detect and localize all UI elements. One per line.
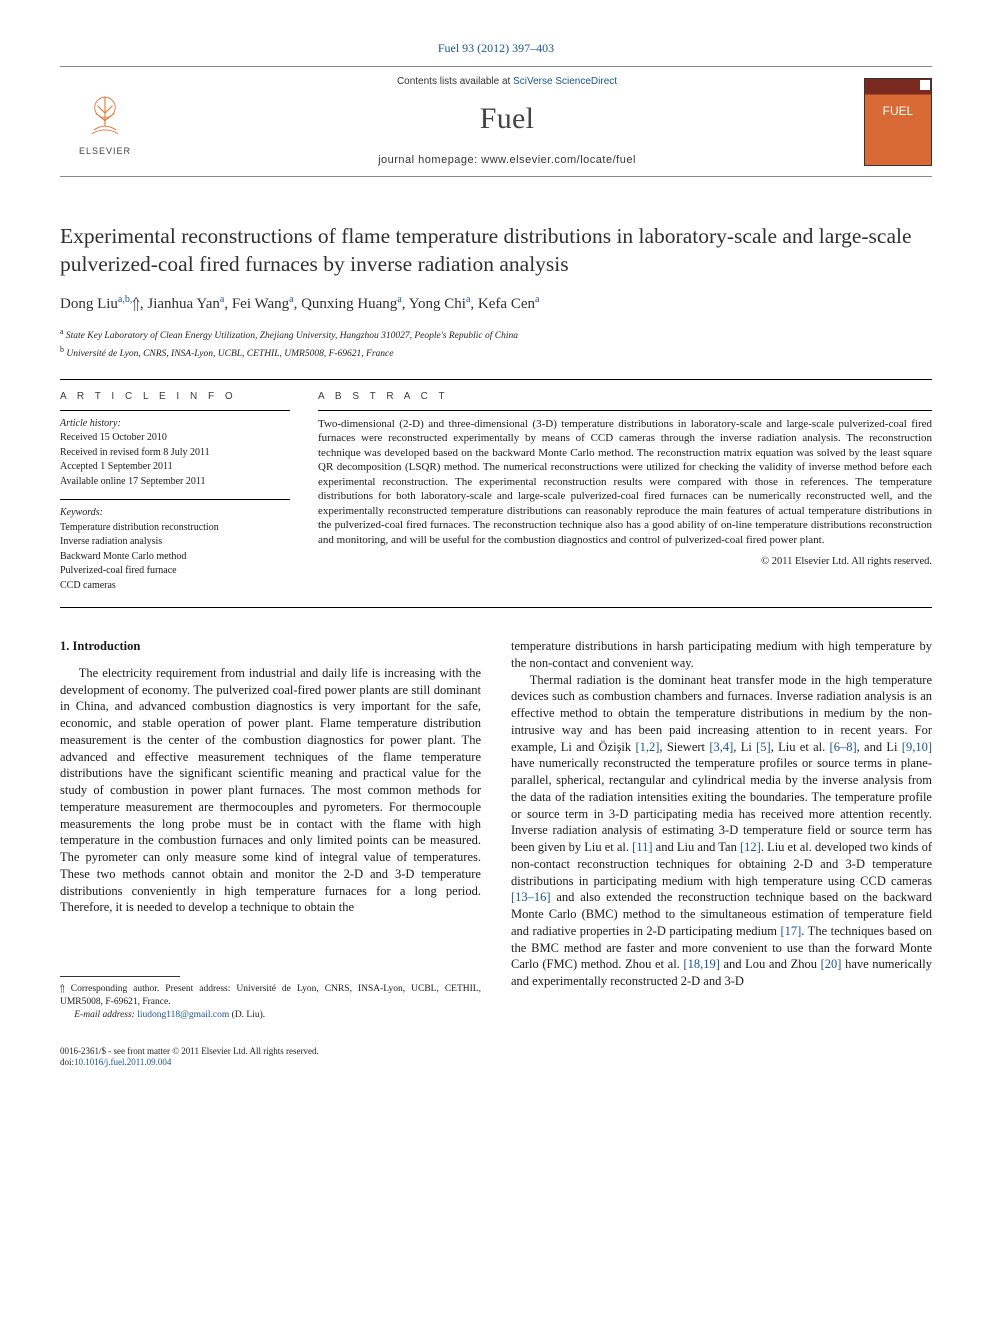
citation-bar: Fuel 93 (2012) 397–403 xyxy=(60,40,932,56)
right-column: temperature distributions in harsh parti… xyxy=(511,638,932,1022)
history-3: Available online 17 September 2011 xyxy=(60,475,290,490)
scidirect-link[interactable]: SciVerse ScienceDirect xyxy=(513,76,617,87)
abstract-text: Two-dimensional (2-D) and three-dimensio… xyxy=(318,417,932,548)
citation-ref[interactable]: [17] xyxy=(780,924,801,938)
email-post: (D. Liu). xyxy=(229,1010,265,1020)
abs-rule xyxy=(318,410,932,411)
email-label: E-mail address: xyxy=(74,1010,137,1020)
title-block: Experimental reconstructions of flame te… xyxy=(60,223,932,361)
authors: Dong Liua,b,⇑, Jianhua Yana, Fei Wanga, … xyxy=(60,293,932,314)
citation-ref[interactable]: [18,19] xyxy=(683,957,719,971)
footer-line-1: 0016-2361/$ - see front matter © 2011 El… xyxy=(60,1046,932,1058)
rule-bottom xyxy=(60,607,932,608)
section-1-heading: 1. Introduction xyxy=(60,638,481,655)
right-para-2: Thermal radiation is the dominant heat t… xyxy=(511,672,932,990)
affil-b: b Université de Lyon, CNRS, INSA-Lyon, U… xyxy=(60,344,932,361)
footer: 0016-2361/$ - see front matter © 2011 El… xyxy=(60,1046,932,1069)
kw-2: Backward Monte Carlo method xyxy=(60,550,290,565)
left-para: The electricity requirement from industr… xyxy=(60,665,481,916)
journal-homepage: journal homepage: www.elsevier.com/locat… xyxy=(150,153,864,168)
info-rule-1 xyxy=(60,410,290,411)
info-rule-2 xyxy=(60,499,290,500)
info-abstract-row: A R T I C L E I N F O Article history: R… xyxy=(60,390,932,593)
email-line: E-mail address: liudong118@gmail.com (D.… xyxy=(60,1009,481,1022)
citation-ref[interactable]: [1,2] xyxy=(635,740,659,754)
citation-ref[interactable]: [11] xyxy=(632,840,652,854)
abstract-heading: A B S T R A C T xyxy=(318,390,932,404)
citation-ref[interactable]: [20] xyxy=(821,957,842,971)
kw-3: Pulverized-coal fired furnace xyxy=(60,564,290,579)
cover-label: FUEL xyxy=(865,103,931,119)
left-column: 1. Introduction The electricity requirem… xyxy=(60,638,481,1022)
citation-ref[interactable]: [9,10] xyxy=(902,740,932,754)
citation-ref[interactable]: [3,4] xyxy=(709,740,733,754)
history-0: Received 15 October 2010 xyxy=(60,431,290,446)
affil-a: a State Key Laboratory of Clean Energy U… xyxy=(60,326,932,343)
citation-ref[interactable]: [12] xyxy=(740,840,761,854)
publisher-logo: ELSEVIER xyxy=(60,87,150,157)
elsevier-tree-icon xyxy=(77,87,133,143)
affil-a-text: State Key Laboratory of Clean Energy Uti… xyxy=(66,331,518,341)
abstract-copyright: © 2011 Elsevier Ltd. All rights reserved… xyxy=(318,555,932,569)
article-info-col: A R T I C L E I N F O Article history: R… xyxy=(60,390,290,593)
article-info-heading: A R T I C L E I N F O xyxy=(60,390,290,404)
history-1: Received in revised form 8 July 2011 xyxy=(60,446,290,461)
header-center: Contents lists available at SciVerse Sci… xyxy=(150,75,864,168)
journal-header: ELSEVIER Contents lists available at Sci… xyxy=(60,66,932,177)
abstract-col: A B S T R A C T Two-dimensional (2-D) an… xyxy=(318,390,932,593)
cover-corner-icon xyxy=(920,80,930,90)
history-label: Article history: xyxy=(60,417,290,432)
affil-b-text: Université de Lyon, CNRS, INSA-Lyon, UCB… xyxy=(66,349,393,359)
rule-top xyxy=(60,379,932,380)
contents-line: Contents lists available at SciVerse Sci… xyxy=(150,75,864,89)
corresponding-note: ⇑ Corresponding author. Present address:… xyxy=(60,983,481,1009)
body-columns: 1. Introduction The electricity requirem… xyxy=(60,638,932,1022)
citation-ref[interactable]: [6–8] xyxy=(830,740,857,754)
email-link[interactable]: liudong118@gmail.com xyxy=(137,1010,229,1020)
keywords-label: Keywords: xyxy=(60,506,290,521)
affiliations: a State Key Laboratory of Clean Energy U… xyxy=(60,326,932,361)
journal-name: Fuel xyxy=(150,99,864,140)
history-2: Accepted 1 September 2011 xyxy=(60,460,290,475)
footnote-separator xyxy=(60,976,180,977)
doi-link[interactable]: 10.1016/j.fuel.2011.09.004 xyxy=(74,1057,171,1067)
citation-ref[interactable]: [5] xyxy=(756,740,771,754)
kw-4: CCD cameras xyxy=(60,579,290,594)
citation-ref[interactable]: [13–16] xyxy=(511,890,551,904)
doi-label: doi: xyxy=(60,1057,74,1067)
kw-0: Temperature distribution reconstruction xyxy=(60,521,290,536)
footer-doi: doi:10.1016/j.fuel.2011.09.004 xyxy=(60,1057,932,1069)
contents-pre: Contents lists available at xyxy=(397,76,513,87)
citation-link[interactable]: Fuel 93 (2012) 397–403 xyxy=(438,41,554,55)
journal-cover-thumb: FUEL xyxy=(864,78,932,166)
paper-title: Experimental reconstructions of flame te… xyxy=(60,223,932,279)
publisher-name: ELSEVIER xyxy=(79,145,131,157)
right-para-1: temperature distributions in harsh parti… xyxy=(511,638,932,672)
kw-1: Inverse radiation analysis xyxy=(60,535,290,550)
